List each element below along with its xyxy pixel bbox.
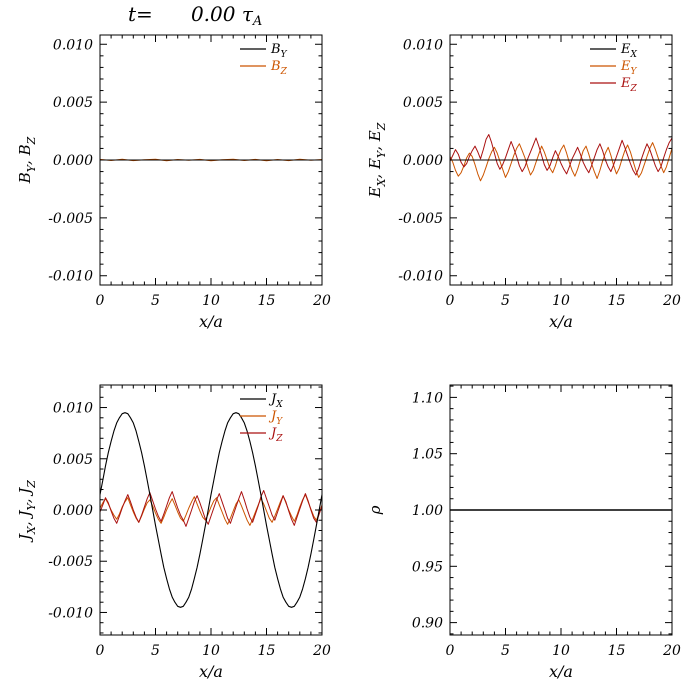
x-axis-label: x/a	[549, 662, 573, 681]
y-tick-label: 0.000	[403, 153, 443, 169]
legend-label-2: EZ	[620, 76, 638, 94]
legend-label-1: BZ	[270, 59, 288, 77]
x-tick-label: 10	[552, 293, 570, 309]
panel-plasma-density: 0 5 10 15 20 0.90 0.95 1.00 1.05 1.10 x/a ρ	[366, 384, 681, 681]
y-tick-label: 0.000	[53, 153, 93, 169]
title-prefix: t=	[128, 2, 153, 26]
density-axes	[449, 384, 673, 636]
x-tick-label: 10	[552, 643, 570, 659]
x-tick-label: 0	[96, 643, 105, 659]
current-density-axes	[99, 384, 323, 636]
y-tick-label: 1.10	[412, 390, 443, 406]
y-tick-label: -0.010	[48, 269, 93, 285]
y-axis-label: EX, EY, EZ	[366, 122, 388, 198]
title-tau-symbol: τ	[241, 2, 253, 26]
x-tick-label: 20	[662, 643, 681, 659]
x-tick-label: 15	[258, 293, 276, 309]
legend-label-0: BY	[270, 42, 288, 60]
series-J_Z	[100, 490, 322, 527]
y-tick-label: -0.010	[398, 269, 443, 285]
magnetic-field-series-layer	[100, 158, 322, 162]
x-tick-label: 15	[258, 643, 276, 659]
y-axis-label: JX, JY, JZ	[16, 480, 38, 543]
x-tick-label: 0	[446, 643, 455, 659]
panel-magnetic-field: 0 5 10 15 20 -0.010 -0.005 0.000 0.005 0.010 x/a BY…	[16, 34, 331, 331]
x-tick-label: 20	[312, 643, 331, 659]
y-tick-label: -0.005	[398, 211, 443, 227]
x-tick-label: 15	[608, 643, 626, 659]
y-axis-label: ρ	[366, 505, 384, 515]
plot-title: t= 0.00 τA	[128, 2, 262, 29]
x-axis-label: x/a	[199, 662, 223, 681]
y-tick-label: 0.010	[53, 401, 93, 417]
panel-current-density: 0 5 10 15 20 -0.010 -0.005 0.000 0.005 0.010 x/a JX…	[16, 384, 331, 681]
legend-label-0: EX	[620, 42, 638, 60]
legend-label-1: EY	[620, 59, 638, 77]
y-axis-label: BY, BZ	[16, 136, 38, 184]
y-tick-label: 0.000	[53, 503, 93, 519]
title-tau-subscript: A	[252, 14, 263, 29]
x-tick-label: 15	[608, 293, 626, 309]
magnetic-field-axes	[99, 34, 323, 286]
legend-label-2: JZ	[268, 426, 283, 444]
electric-field-axes	[449, 34, 673, 286]
series-J_X	[100, 412, 322, 608]
y-tick-label: 0.90	[412, 616, 443, 632]
y-tick-label: 1.05	[412, 447, 443, 463]
x-tick-label: 5	[501, 293, 510, 309]
series-E_Y	[450, 142, 672, 182]
x-tick-label: 5	[151, 643, 160, 659]
current-density-series-layer	[100, 412, 322, 608]
y-tick-label: 0.005	[53, 452, 93, 468]
x-tick-label: 20	[662, 293, 681, 309]
y-tick-label: 0.010	[403, 37, 443, 53]
y-tick-label: -0.010	[48, 605, 93, 621]
electric-field-series-layer	[450, 134, 672, 182]
y-tick-label: -0.005	[48, 554, 93, 570]
y-tick-label: 1.00	[412, 503, 443, 519]
x-tick-label: 20	[312, 293, 331, 309]
x-tick-label: 0	[96, 293, 105, 309]
x-axis-label: x/a	[199, 312, 223, 331]
y-tick-label: -0.005	[48, 211, 93, 227]
title-time-value: 0.00	[152, 2, 242, 26]
legend-label-1: JY	[268, 409, 283, 427]
x-tick-label: 10	[202, 293, 220, 309]
y-tick-label: 0.95	[412, 559, 443, 575]
x-tick-label: 5	[151, 293, 160, 309]
series-E_Z	[450, 134, 672, 176]
y-tick-label: 0.005	[403, 95, 443, 111]
legend-label-0: JX	[268, 392, 283, 410]
panel-electric-field: 0 5 10 15 20 -0.010 -0.005 0.000 0.005 0.010 x/a EX…	[366, 34, 681, 331]
x-tick-label: 10	[202, 643, 220, 659]
x-axis-label: x/a	[549, 312, 573, 331]
x-tick-label: 0	[446, 293, 455, 309]
y-tick-label: 0.005	[53, 95, 93, 111]
x-tick-label: 5	[501, 643, 510, 659]
y-tick-label: 0.010	[53, 37, 93, 53]
